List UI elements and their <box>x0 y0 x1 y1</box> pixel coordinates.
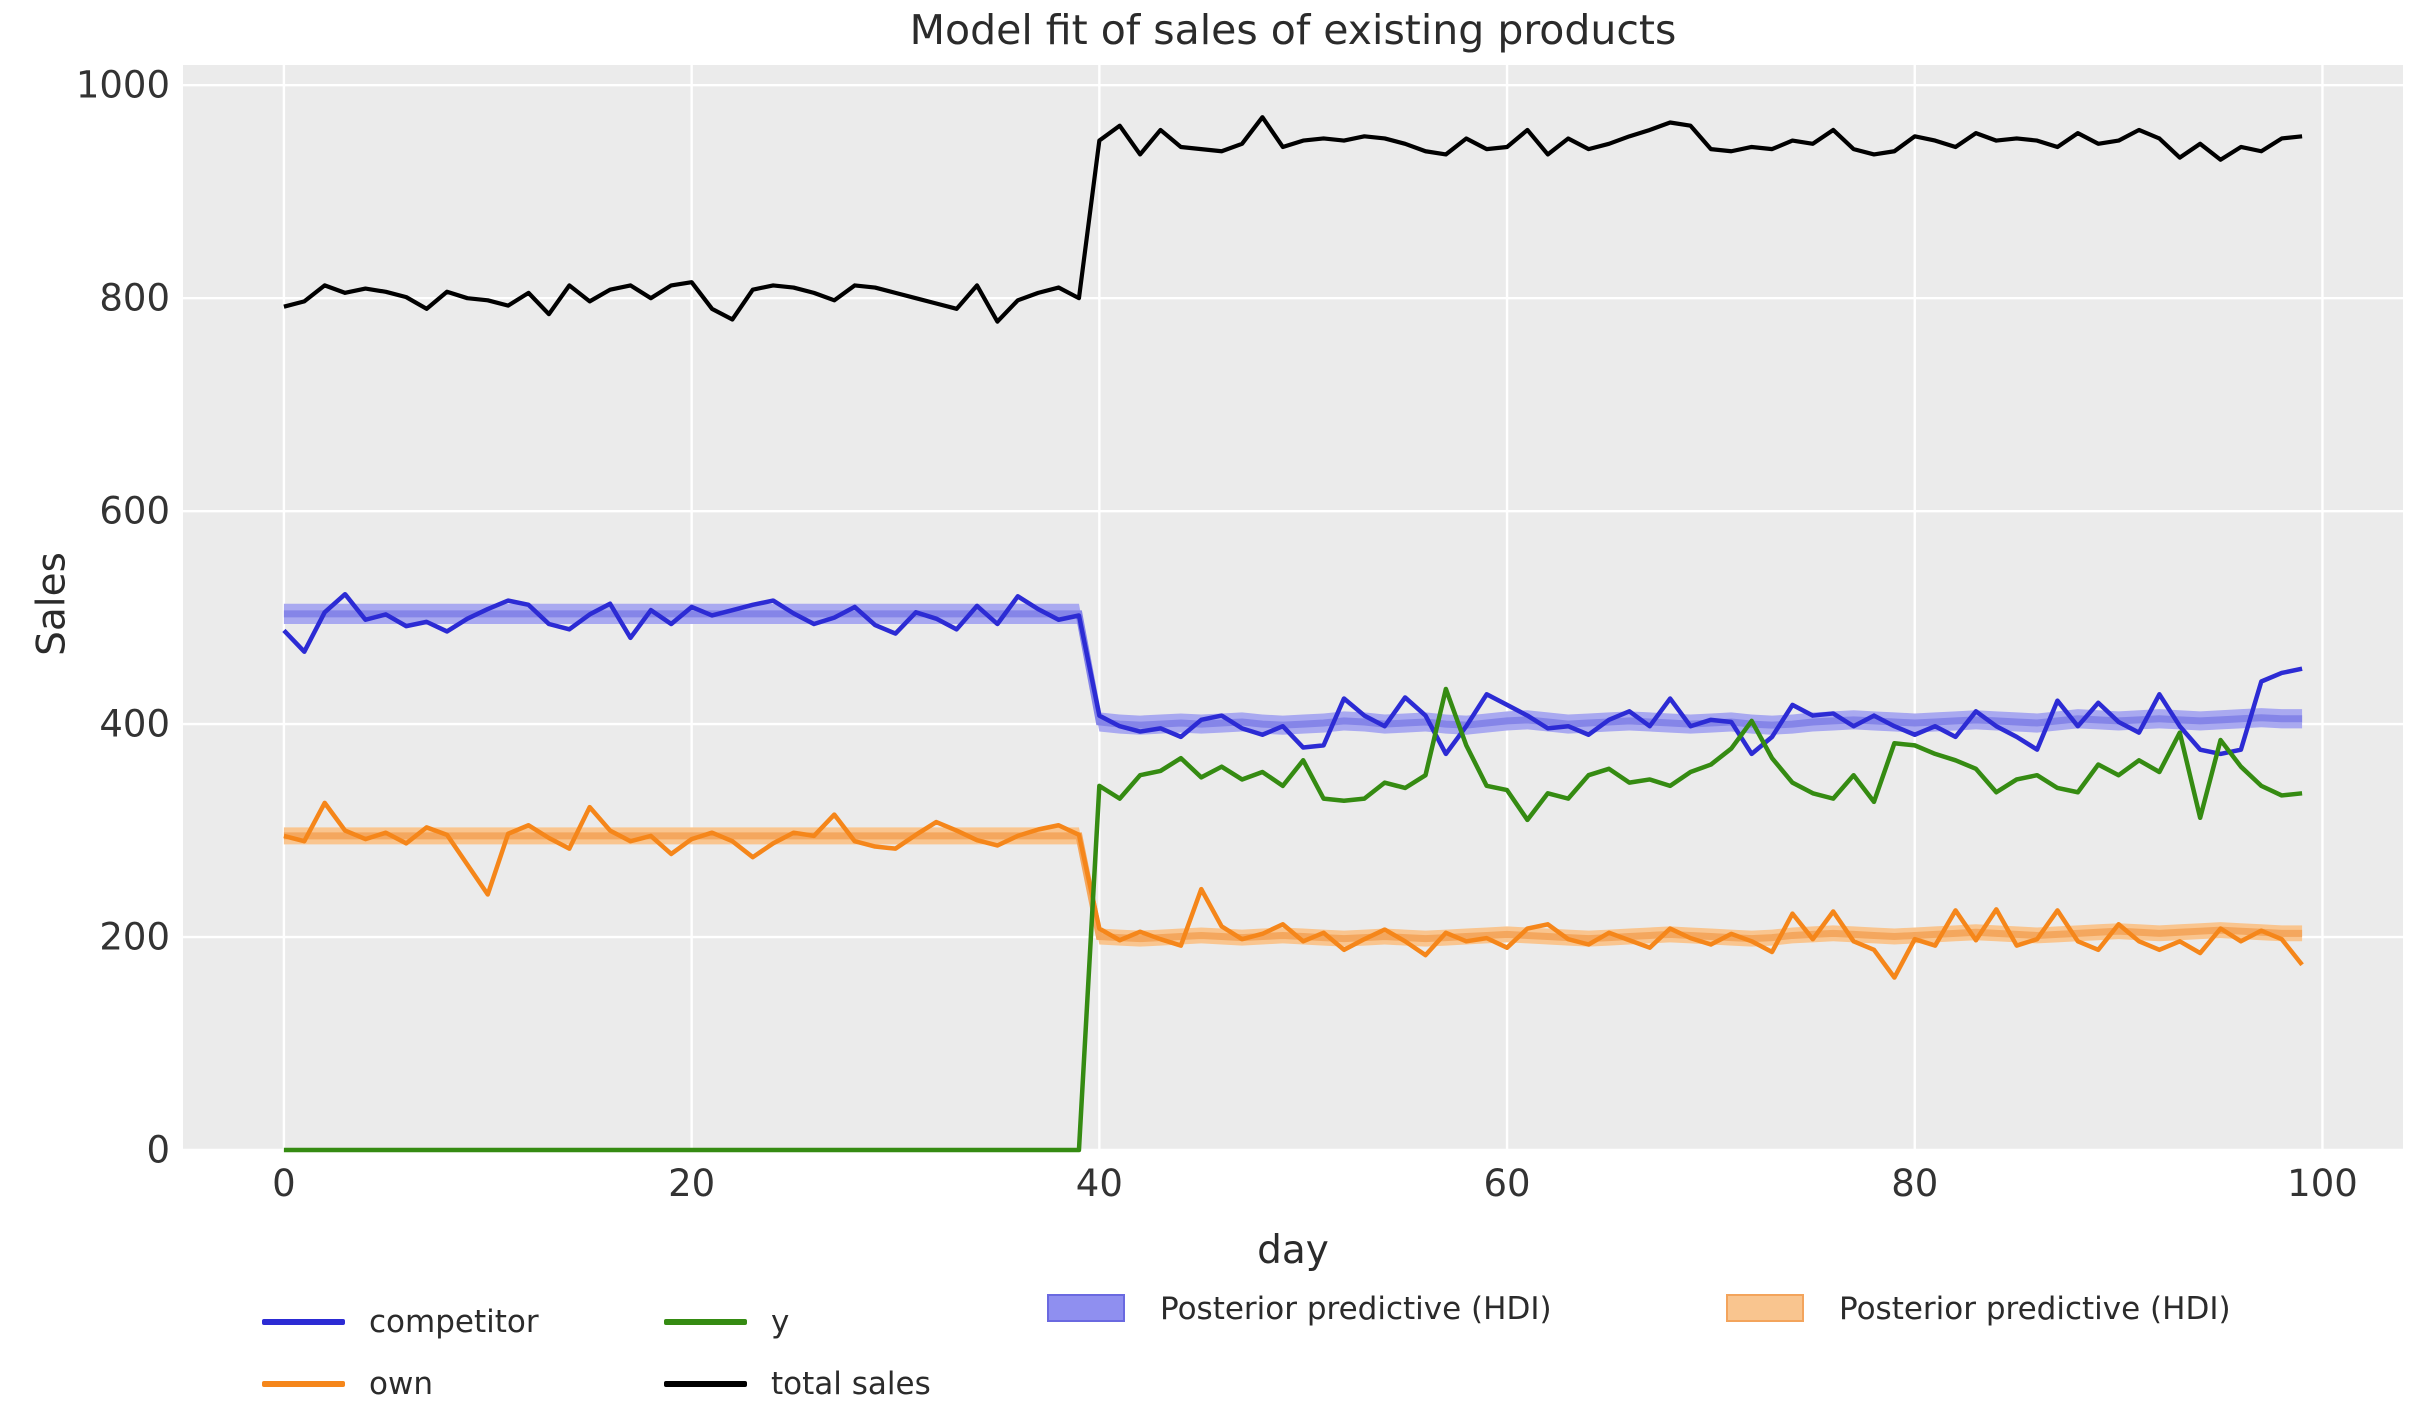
y-tick-label: 600 <box>99 489 170 533</box>
chart-title: Model fit of sales of existing products <box>909 6 1677 54</box>
x-axis-label: day <box>1257 1228 1329 1273</box>
x-tick-label: 0 <box>272 1162 296 1205</box>
legend-label: competitor <box>369 1304 539 1340</box>
legend-line-swatch <box>262 1381 345 1387</box>
series-line-total-sales <box>283 115 2303 324</box>
y-tick-label: 1000 <box>75 63 170 107</box>
legend-line-swatch <box>664 1381 747 1387</box>
x-tick-label: 100 <box>2287 1162 2358 1205</box>
legend-label: own <box>369 1366 433 1402</box>
legend-patch-swatch <box>1047 1294 1125 1322</box>
y-tick-label: 0 <box>146 1128 170 1172</box>
x-tick-label: 60 <box>1483 1162 1531 1205</box>
legend-patch-swatch <box>1726 1294 1804 1322</box>
series-line-own <box>283 800 2304 980</box>
legend-label: Posterior predictive (HDI) <box>1839 1291 2231 1327</box>
x-tick-label: 20 <box>668 1162 716 1205</box>
x-tick-label: 40 <box>1075 1162 1123 1205</box>
series-line-competitor <box>282 591 2303 757</box>
series-line-y <box>283 686 2303 1153</box>
legend-line-swatch <box>664 1319 747 1325</box>
legend-label: total sales <box>771 1366 931 1402</box>
y-axis-label: Sales <box>29 552 75 656</box>
y-tick-label: 400 <box>99 702 170 746</box>
y-tick-label: 800 <box>99 276 170 320</box>
legend-label: y <box>771 1304 790 1340</box>
x-tick-label: 80 <box>1891 1162 1939 1205</box>
legend-line-swatch <box>262 1319 345 1325</box>
hdi-band-mean <box>283 610 2303 729</box>
y-tick-label: 200 <box>99 915 170 959</box>
legend-label: Posterior predictive (HDI) <box>1160 1291 1552 1327</box>
